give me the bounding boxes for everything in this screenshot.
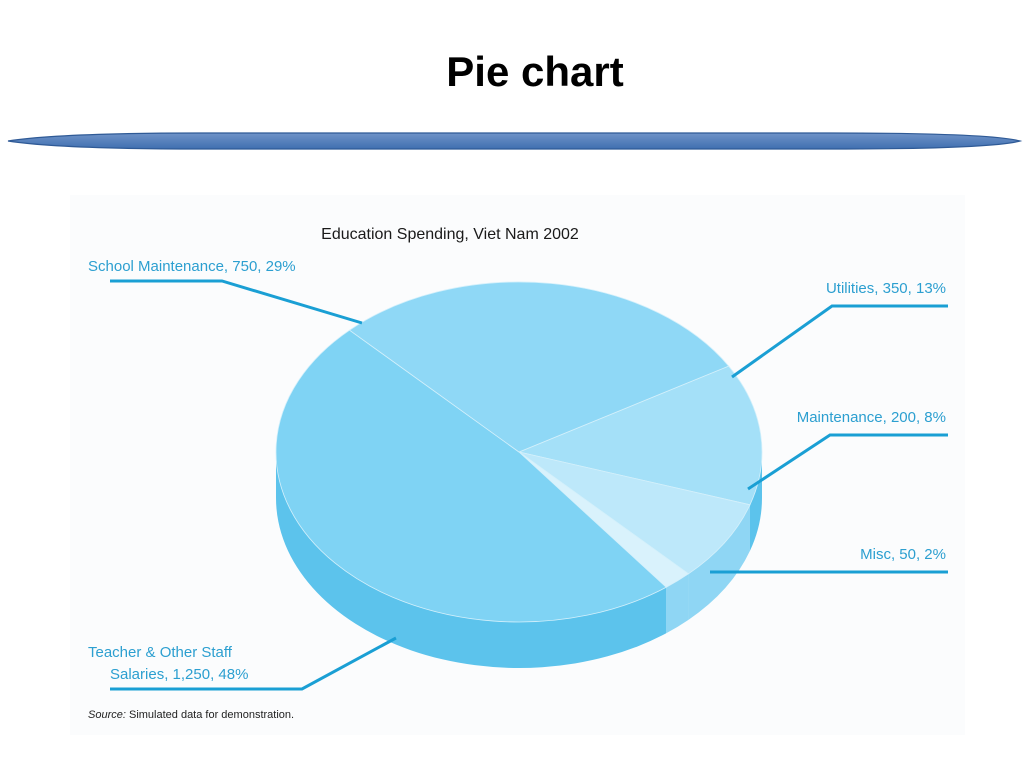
slice-label-utilities: Utilities, 350, 13% <box>826 280 946 297</box>
source-text: Simulated data for demonstration. <box>126 709 294 721</box>
source-note: Source: Simulated data for demonstration… <box>88 709 294 721</box>
leader-line-maintenance <box>747 433 948 491</box>
title-divider <box>7 132 1023 150</box>
pie-slice-utilities <box>517 365 763 506</box>
source-prefix: Source: <box>88 709 126 721</box>
chart-title: Education Spending, Viet Nam 2002 <box>321 226 579 243</box>
leader-line-utilities <box>731 304 948 379</box>
pie-slice-maintenance <box>518 451 751 575</box>
divider-bar <box>7 132 1023 150</box>
pie-side-maintenance <box>688 504 750 620</box>
pie-side-teacher-other-staff-salaries <box>276 452 667 668</box>
leader-line-school-maintenance <box>110 279 363 325</box>
pie-side-utilities <box>749 452 762 551</box>
leader-line-salaries <box>110 636 397 691</box>
slice-label-maintenance: Maintenance, 200, 8% <box>797 409 946 426</box>
pie-layer <box>275 281 763 668</box>
chart-panel: Education Spending, Viet Nam 2002 School… <box>70 195 965 735</box>
slice-label-misc: Misc, 50, 2% <box>860 546 946 563</box>
pie-side-misc <box>666 573 689 634</box>
pie-slice-teacher-other-staff-salaries <box>275 329 667 623</box>
slide-title: Pie chart <box>446 48 624 95</box>
pie-chart: Education Spending, Viet Nam 2002 School… <box>88 226 948 721</box>
pie-slice-school-maintenance <box>348 281 730 453</box>
slice-label-salaries-line2: Salaries, 1,250, 48% <box>110 666 248 683</box>
slice-label-school-maintenance: School Maintenance, 750, 29% <box>88 258 296 275</box>
slice-label-salaries-line1: Teacher & Other Staff <box>88 644 233 661</box>
